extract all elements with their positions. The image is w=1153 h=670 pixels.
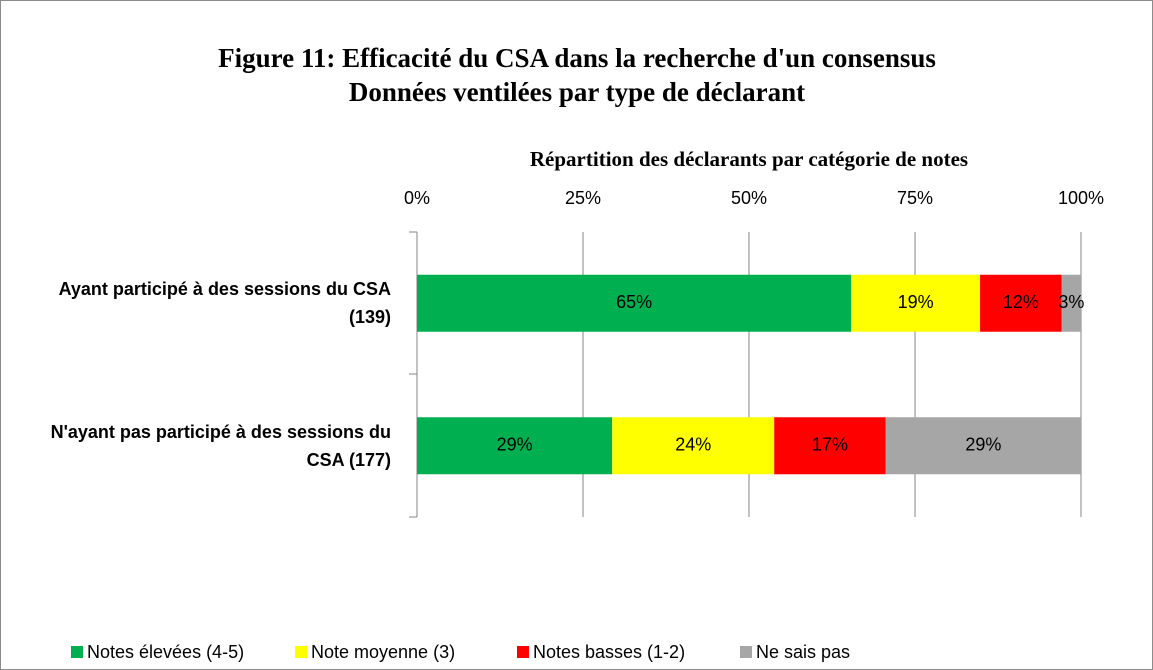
legend-swatch — [517, 646, 529, 658]
bar-segment — [851, 274, 981, 332]
bar-segment — [417, 417, 613, 475]
legend-swatch — [740, 646, 752, 658]
category-label: Ayant participé à des sessions du CSA (1… — [58, 279, 391, 328]
data-label: 3% — [1058, 292, 1084, 312]
legend-label: Note moyenne (3) — [311, 642, 455, 662]
x-tick-label: 0% — [404, 188, 430, 208]
data-label: 12% — [1003, 292, 1039, 312]
bar-segment — [417, 274, 852, 332]
x-tick-label: 50% — [731, 188, 767, 208]
legend-swatch — [295, 646, 307, 658]
data-label: 17% — [812, 435, 848, 455]
data-label: 19% — [898, 292, 934, 312]
x-axis-label: Répartition des déclarants par catégorie… — [530, 147, 968, 171]
data-label: 24% — [675, 435, 711, 455]
legend-swatch — [71, 646, 83, 658]
bar-segment — [980, 274, 1062, 332]
bar-segment — [612, 417, 775, 475]
legend-label: Ne sais pas — [756, 642, 850, 662]
x-tick-label: 25% — [565, 188, 601, 208]
bar-segment — [1061, 274, 1081, 332]
bar-segment — [774, 417, 886, 475]
data-label: 65% — [616, 292, 652, 312]
x-tick-label: 100% — [1058, 188, 1104, 208]
data-label: 29% — [965, 435, 1001, 455]
chart-subtitle: Données ventilées par type de déclarant — [349, 77, 805, 107]
category-label: N'ayant pas participé à des sessions du … — [50, 421, 391, 470]
legend-label: Notes élevées (4-5) — [87, 642, 244, 662]
x-tick-label: 75% — [897, 188, 933, 208]
bar-segment — [885, 417, 1081, 475]
legend-label: Notes basses (1-2) — [533, 642, 685, 662]
data-label: 29% — [497, 435, 533, 455]
chart-title: Figure 11: Efficacité du CSA dans la rec… — [218, 43, 936, 73]
